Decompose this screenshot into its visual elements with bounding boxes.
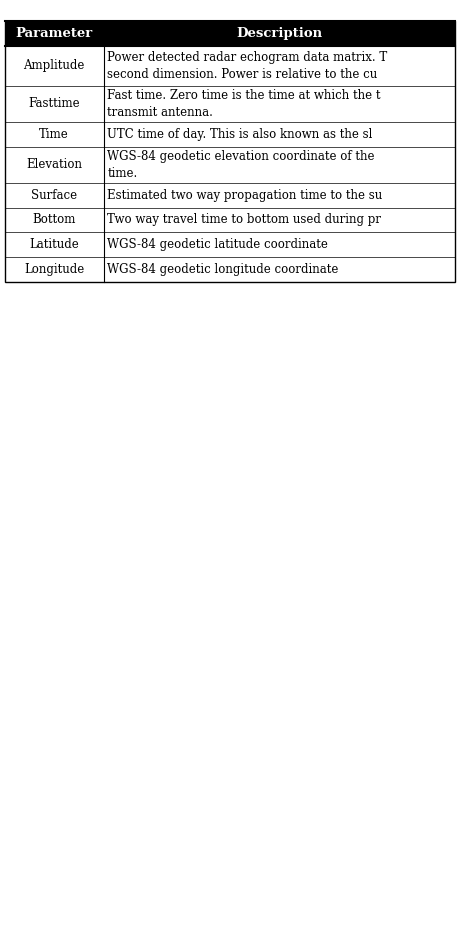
Text: WGS-84 geodetic latitude coordinate: WGS-84 geodetic latitude coordinate: [107, 238, 328, 251]
Bar: [104, 232, 454, 257]
Text: UTC time of day. This is also known as the sl: UTC time of day. This is also known as t…: [107, 128, 372, 141]
Bar: [5, 208, 104, 232]
Text: Elevation: Elevation: [26, 158, 82, 171]
Bar: [104, 208, 454, 232]
Text: Amplitude: Amplitude: [23, 59, 85, 72]
Text: Surface: Surface: [31, 188, 77, 202]
Text: Description: Description: [236, 27, 322, 40]
Bar: [5, 86, 104, 122]
Text: Estimated two way propagation time to the su: Estimated two way propagation time to th…: [107, 188, 382, 202]
Bar: [104, 21, 454, 46]
Text: WGS-84 geodetic elevation coordinate of the
time.: WGS-84 geodetic elevation coordinate of …: [107, 149, 374, 180]
Text: Time: Time: [39, 128, 69, 141]
Text: Power detected radar echogram data matrix. T
second dimension. Power is relative: Power detected radar echogram data matri…: [107, 50, 387, 81]
Bar: [104, 122, 454, 147]
Bar: [5, 183, 104, 208]
Text: Two way travel time to bottom used during pr: Two way travel time to bottom used durin…: [107, 213, 381, 227]
Bar: [5, 21, 104, 46]
Text: Bottom: Bottom: [33, 213, 76, 227]
Bar: [104, 46, 454, 86]
Bar: [5, 257, 104, 282]
Bar: [5, 21, 454, 282]
Bar: [5, 122, 104, 147]
Bar: [104, 257, 454, 282]
Text: WGS-84 geodetic longitude coordinate: WGS-84 geodetic longitude coordinate: [107, 263, 338, 276]
Bar: [5, 232, 104, 257]
Text: Fast time. Zero time is the time at which the t
transmit antenna.: Fast time. Zero time is the time at whic…: [107, 89, 380, 119]
Bar: [104, 86, 454, 122]
Bar: [104, 183, 454, 208]
Bar: [5, 46, 104, 86]
Bar: [104, 147, 454, 183]
Bar: [5, 147, 104, 183]
Text: Parameter: Parameter: [16, 27, 93, 40]
Text: Fasttime: Fasttime: [28, 97, 80, 110]
Text: Longitude: Longitude: [24, 263, 84, 276]
Text: Latitude: Latitude: [29, 238, 79, 251]
